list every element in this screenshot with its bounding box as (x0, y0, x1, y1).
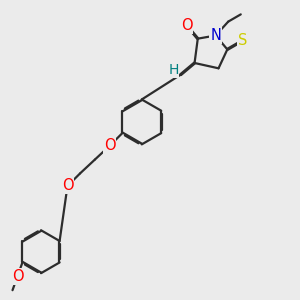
Text: O: O (181, 18, 193, 33)
Text: O: O (104, 138, 116, 153)
Text: N: N (210, 28, 221, 43)
Text: S: S (238, 33, 247, 48)
Text: O: O (62, 178, 73, 194)
Text: O: O (12, 269, 23, 284)
Text: H: H (168, 63, 178, 77)
